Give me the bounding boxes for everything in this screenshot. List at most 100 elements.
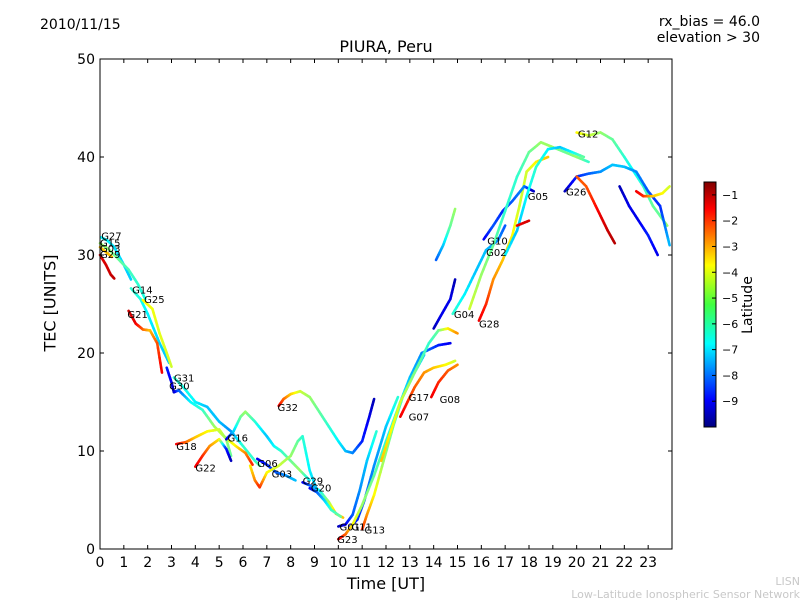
colorbar-tick-label: −9: [722, 395, 738, 408]
satellite-label: G05: [528, 192, 548, 203]
colorbar-tick-label: −4: [722, 266, 738, 279]
satellite-label: G20: [311, 483, 331, 494]
x-tick-label: 1: [119, 555, 128, 571]
track-segment: [668, 239, 670, 246]
x-tick-label: 12: [377, 555, 395, 571]
x-tick-label: 20: [568, 555, 586, 571]
x-tick-label: 7: [262, 555, 271, 571]
track-segment: [342, 517, 343, 518]
x-tick-label: 5: [215, 555, 224, 571]
colorbar-tick-label: −3: [722, 240, 738, 253]
satellite-label: G13: [365, 525, 385, 536]
track-segment: [396, 397, 398, 402]
x-tick-label: 10: [329, 555, 347, 571]
colorbar-tick-label: −5: [722, 292, 738, 305]
satellite-track: [469, 142, 588, 309]
x-tick-label: 19: [544, 555, 562, 571]
track-segment: [454, 280, 455, 283]
track-segment: [614, 241, 615, 243]
satellite-label: G32: [278, 403, 298, 414]
x-tick-label: 21: [592, 555, 610, 571]
x-tick-label: 9: [310, 555, 319, 571]
satellite-label: G17: [409, 393, 429, 404]
track-segment: [373, 399, 374, 402]
track-segment: [656, 252, 658, 255]
x-tick-label: 14: [425, 555, 443, 571]
x-tick-label: 22: [615, 555, 633, 571]
satellite-label: G18: [176, 442, 196, 453]
y-tick-label: 40: [77, 150, 95, 166]
satellite-label: G03: [272, 470, 292, 481]
colorbar: [704, 182, 716, 427]
track-segment: [668, 186, 669, 187]
satellite-track: [636, 186, 669, 196]
satellite-track: [434, 280, 455, 329]
track-segment: [582, 156, 584, 157]
track-segment: [230, 453, 231, 456]
colorbar-tick-label: −2: [722, 215, 738, 228]
y-tick-label: 50: [77, 52, 95, 68]
x-tick-label: 11: [353, 555, 371, 571]
track-segment: [454, 209, 455, 212]
y-tick-label: 10: [77, 444, 95, 460]
satellite-track: [400, 361, 455, 417]
satellite-label: G29: [100, 250, 120, 261]
satellite-label: G12: [578, 129, 598, 140]
satellite-track: [362, 355, 424, 529]
track-segment: [114, 278, 115, 279]
colorbar-tick-label: −1: [722, 189, 738, 202]
track-segment: [456, 365, 458, 366]
satellite-label: G23: [337, 535, 357, 546]
satellite-track: [436, 209, 455, 260]
track-segment: [375, 431, 377, 436]
satellite-label: G10: [487, 236, 507, 247]
colorbar-tick-label: −8: [722, 369, 738, 382]
y-tick-label: 0: [86, 542, 95, 558]
x-tick-label: 3: [167, 555, 176, 571]
satellite-label: G22: [195, 464, 215, 475]
track-segment: [546, 157, 548, 158]
x-tick-label: 15: [449, 555, 467, 571]
x-tick-label: 17: [496, 555, 514, 571]
y-tick-label: 20: [77, 346, 95, 362]
x-tick-label: 6: [239, 555, 248, 571]
x-tick-label: 4: [191, 555, 200, 571]
satellite-label: G26: [566, 187, 586, 198]
track-segment: [456, 333, 458, 334]
satellite-track: [350, 397, 398, 526]
satellite-label: G30: [169, 381, 189, 392]
track-segment: [454, 361, 456, 362]
x-tick-label: 18: [520, 555, 538, 571]
x-tick-label: 2: [143, 555, 152, 571]
track-segment: [527, 221, 529, 222]
satellite-track: [431, 365, 457, 397]
x-tick-label: 8: [286, 555, 295, 571]
track-segment: [161, 368, 162, 373]
track-segment: [230, 459, 231, 461]
y-tick-label: 30: [77, 248, 95, 264]
track-segment: [130, 277, 131, 279]
satellite-label: G06: [257, 459, 277, 470]
satellite-track: [226, 412, 309, 481]
x-tick-label: 0: [96, 555, 105, 571]
colorbar-tick-label: −6: [722, 318, 738, 331]
satellite-label: G16: [228, 433, 248, 444]
x-tick-label: 16: [472, 555, 490, 571]
track-segment: [251, 463, 252, 465]
track-segment: [294, 480, 296, 481]
satellite-label: G07: [409, 413, 429, 424]
satellite-label: G25: [144, 295, 164, 306]
colorbar-tick-label: −7: [722, 344, 738, 357]
track-segment: [587, 161, 589, 162]
satellite-label: G28: [479, 320, 499, 331]
satellite-label: G08: [440, 395, 460, 406]
satellite-label: G04: [454, 310, 474, 321]
track-segment: [339, 516, 341, 517]
satellite-track: [577, 133, 668, 226]
track-segment: [532, 190, 534, 191]
satellite-track: [195, 439, 231, 466]
track-segment: [171, 364, 172, 366]
x-tick-label: 23: [639, 555, 657, 571]
satellite-track: [279, 391, 374, 453]
